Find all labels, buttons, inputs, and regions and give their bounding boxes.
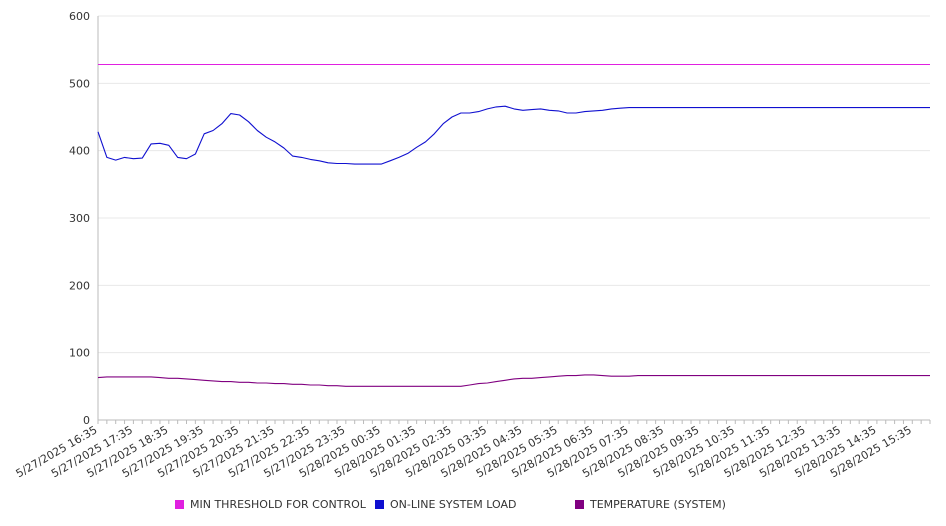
y-tick-label-400: 400 [69, 145, 90, 158]
legend-swatch-threshold [175, 500, 184, 509]
y-tick-label-300: 300 [69, 212, 90, 225]
legend-label-load: ON-LINE SYSTEM LOAD [390, 498, 517, 511]
legend-item-load: ON-LINE SYSTEM LOAD [375, 498, 516, 511]
legend-swatch-temperature [575, 500, 584, 509]
legend-item-temperature: TEMPERATURE (SYSTEM) [575, 498, 726, 511]
y-tick-label-100: 100 [69, 347, 90, 360]
y-tick-label-200: 200 [69, 279, 90, 292]
legend-swatch-load [375, 500, 384, 509]
y-tick-label-500: 500 [69, 77, 90, 90]
series-line-temperature [97, 374, 930, 387]
legend: MIN THRESHOLD FOR CONTROL ON-LINE SYSTEM… [0, 498, 946, 514]
series-line-load [97, 105, 930, 165]
y-tick-label-0: 0 [83, 414, 90, 427]
legend-label-temperature: TEMPERATURE (SYSTEM) [590, 498, 726, 511]
legend-item-threshold: MIN THRESHOLD FOR CONTROL [175, 498, 366, 511]
y-tick-label-600: 600 [69, 10, 90, 23]
legend-label-threshold: MIN THRESHOLD FOR CONTROL [190, 498, 366, 511]
